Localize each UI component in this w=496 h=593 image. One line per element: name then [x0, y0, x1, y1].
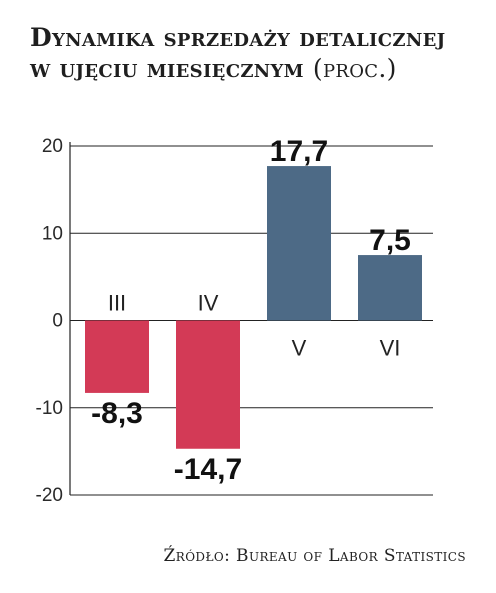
- bar-V: [267, 166, 331, 321]
- chart-title-main: Dynamika sprzedaży detalicznej w ujęciu …: [30, 23, 446, 83]
- labels-layer: III -8,3 IV -14,7 V 17,7 VI 7,5: [91, 135, 411, 486]
- bars-layer: [85, 166, 422, 449]
- y-tick-label: 10: [42, 223, 63, 244]
- category-label: III: [108, 291, 126, 316]
- bar-III: [85, 320, 149, 393]
- grid-layer: 20 10 0 -10 -20: [36, 136, 433, 506]
- chart-title-unit: (proc.): [312, 54, 397, 83]
- category-label: VI: [380, 336, 401, 361]
- category-label: V: [292, 336, 307, 361]
- y-tick-label: -10: [36, 398, 63, 419]
- data-label: -14,7: [174, 453, 242, 486]
- data-label: -8,3: [91, 397, 143, 430]
- bar-VI: [358, 255, 422, 321]
- source-note: Źródło: Bureau of Labor Statistics: [163, 546, 466, 566]
- bar-IV: [176, 320, 240, 449]
- y-tick-label: 0: [52, 311, 63, 332]
- data-label: 7,5: [369, 224, 411, 257]
- y-tick-label: -20: [36, 485, 63, 506]
- category-label: IV: [198, 291, 219, 316]
- data-label: 17,7: [270, 135, 328, 168]
- bar-chart: 20 10 0 -10 -20 III -8,3 IV -14,7 V 17,7 VI 7,5: [36, 135, 433, 506]
- chart-title: Dynamika sprzedaży detalicznej w ujęciu …: [30, 22, 470, 84]
- y-tick-label: 20: [42, 136, 63, 157]
